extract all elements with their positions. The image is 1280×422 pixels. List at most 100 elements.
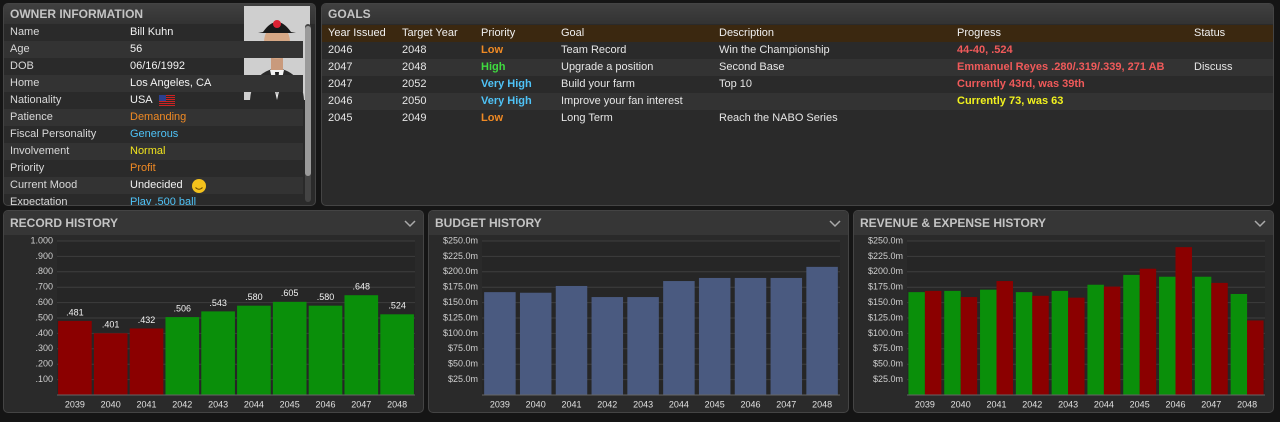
panel-header: OWNER INFORMATION xyxy=(4,4,315,24)
info-value: Undecided xyxy=(130,179,183,191)
bar xyxy=(237,305,271,395)
panel-title: GOALS xyxy=(328,7,371,21)
x-tick-label: 2045 xyxy=(280,399,300,409)
y-tick-label: $125.0m xyxy=(868,312,903,322)
bar xyxy=(627,297,659,395)
bar xyxy=(806,266,838,395)
info-label: Fiscal Personality xyxy=(10,128,97,140)
info-value: Bill Kuhn xyxy=(130,26,174,38)
bar xyxy=(770,277,803,395)
flag-canton xyxy=(159,95,166,101)
y-tick-label: $250.0m xyxy=(443,235,478,245)
value-label: .481 xyxy=(66,307,84,317)
x-tick-label: 2046 xyxy=(740,399,760,409)
info-label: Nationality xyxy=(10,94,62,106)
bar xyxy=(308,305,343,395)
y-tick-label: .300 xyxy=(35,343,53,353)
goal-cell: Low xyxy=(481,44,503,56)
info-row: Expectation Play .500 ball xyxy=(4,194,303,205)
scroll-thumb[interactable] xyxy=(305,26,311,176)
bar xyxy=(960,297,978,395)
y-tick-label: $50.0m xyxy=(448,359,478,369)
value-label: .401 xyxy=(102,320,120,330)
info-row: Name Bill Kuhn xyxy=(4,24,303,41)
bar xyxy=(1015,292,1033,395)
goal-cell: 2047 xyxy=(328,61,353,73)
y-tick-label: $175.0m xyxy=(443,282,478,292)
panel-header xyxy=(854,211,1273,235)
info-value: Los Angeles, CA xyxy=(130,77,212,89)
info-label: Priority xyxy=(10,162,45,174)
info-value: USA xyxy=(130,94,153,106)
bar xyxy=(1123,274,1140,395)
bar xyxy=(1230,293,1248,395)
y-tick-label: $75.0m xyxy=(873,343,903,353)
panel-header: GOALS xyxy=(322,4,1273,24)
flag xyxy=(159,95,175,106)
flag-stripe xyxy=(159,99,175,100)
info-row: Priority Profit xyxy=(4,160,303,177)
info-value: Profit xyxy=(130,162,156,174)
info-label: Age xyxy=(10,43,30,55)
scrollbar[interactable] xyxy=(305,24,311,202)
info-row: Home Los Angeles, CA xyxy=(4,75,303,92)
y-tick-label: .200 xyxy=(35,359,53,369)
info-label: Home xyxy=(10,77,40,89)
x-tick-label: 2048 xyxy=(1237,399,1257,409)
bar xyxy=(519,292,552,395)
goal-cell: Team Record xyxy=(561,44,627,56)
column-header: Description xyxy=(719,27,775,39)
y-tick-label: .800 xyxy=(35,266,53,276)
x-tick-label: 2043 xyxy=(1058,399,1078,409)
goal-cell: Very High xyxy=(481,78,532,90)
goal-cell: 2047 xyxy=(328,78,353,90)
dropdown-chevron xyxy=(1254,220,1266,228)
info-row: DOB 06/16/1992 xyxy=(4,58,303,75)
dropdown-chevron xyxy=(404,220,416,228)
x-tick-label: 2044 xyxy=(1094,399,1114,409)
bar xyxy=(165,317,200,395)
info-value: 56 xyxy=(130,43,143,55)
x-tick-label: 2042 xyxy=(1022,399,1042,409)
flag-stripe xyxy=(159,95,175,96)
x-tick-label: 2041 xyxy=(136,399,156,409)
goal-cell: Reach the NABO Series xyxy=(719,112,838,124)
x-tick-label: 2040 xyxy=(951,399,971,409)
column-header: Target Year xyxy=(402,27,458,39)
x-tick-label: 2039 xyxy=(490,399,510,409)
goal-cell: 2048 xyxy=(402,61,427,73)
chart-title: BUDGET HISTORY xyxy=(435,216,542,230)
bar xyxy=(698,277,731,395)
y-tick-label: $200.0m xyxy=(443,266,478,276)
x-tick-label: 2047 xyxy=(1201,399,1221,409)
y-tick-label: $225.0m xyxy=(868,251,903,261)
chart: BUDGET HISTORY $25.0m $50.0m $75.0m $100.0m $… xyxy=(429,211,848,409)
goal-cell: 2046 xyxy=(328,95,353,107)
bar xyxy=(734,277,767,395)
x-tick-label: 2040 xyxy=(101,399,121,409)
value-label: .580 xyxy=(245,292,263,302)
y-tick-label: $25.0m xyxy=(873,374,903,384)
x-tick-label: 2039 xyxy=(65,399,85,409)
value-label: .432 xyxy=(138,315,156,325)
y-tick-label: $25.0m xyxy=(448,374,478,384)
goal-cell: 44-40, .524 xyxy=(957,44,1013,56)
x-tick-label: 2041 xyxy=(561,399,581,409)
bar xyxy=(129,328,164,395)
goal-cell: Long Term xyxy=(561,112,613,124)
info-value: 06/16/1992 xyxy=(130,60,186,72)
goal-cell: 2046 xyxy=(328,44,353,56)
goal-row: 2047 2052 Very High Build your farm Top 10 Cu… xyxy=(322,76,1273,93)
value-label: .524 xyxy=(388,301,406,311)
goal-cell: Currently 43rd, was 39th xyxy=(957,78,1085,90)
value-label: .605 xyxy=(281,288,299,298)
goal-cell: 2050 xyxy=(402,95,427,107)
x-tick-label: 2044 xyxy=(669,399,689,409)
info-label: Patience xyxy=(10,111,53,123)
chart: RECORD HISTORY .100 .200 .300 .400 .500 .600 .7… xyxy=(4,211,423,409)
x-tick-label: 2045 xyxy=(705,399,725,409)
y-tick-label: $250.0m xyxy=(868,235,903,245)
bar xyxy=(272,301,307,395)
bar xyxy=(924,290,942,395)
y-tick-label: $125.0m xyxy=(443,312,478,322)
